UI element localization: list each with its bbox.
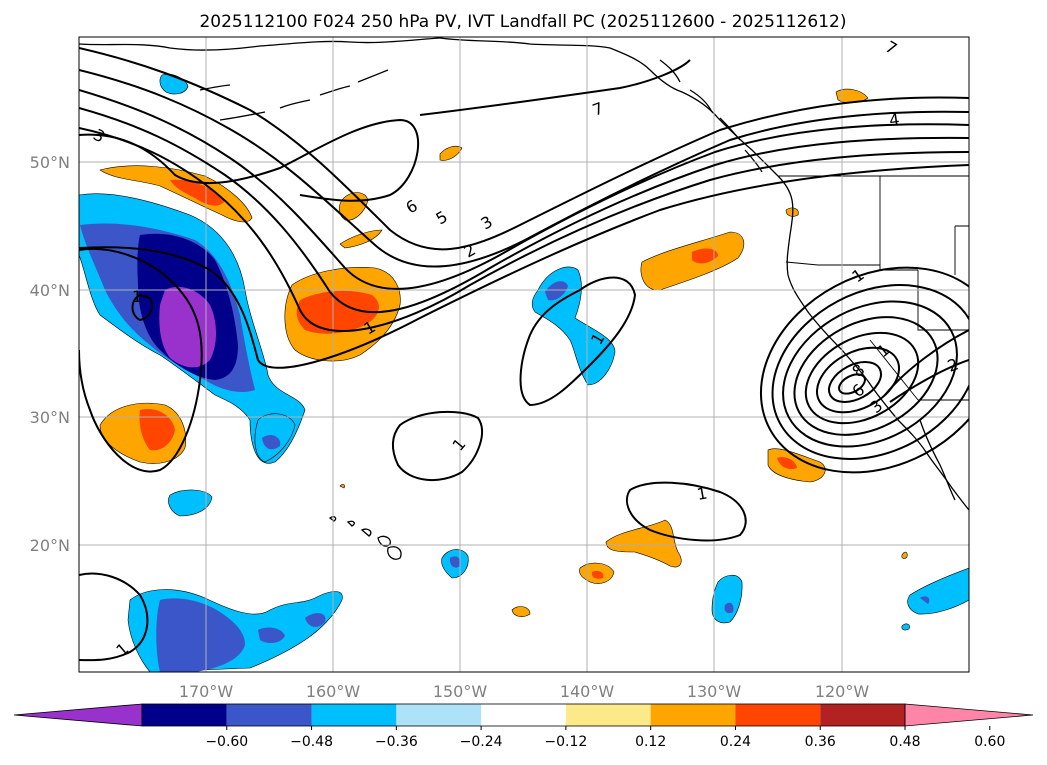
contour-line (804, 331, 920, 425)
colorbar-segment (481, 704, 566, 726)
contour-line (759, 266, 969, 474)
pv-positive-small-1 (339, 192, 369, 221)
contour-line (131, 293, 153, 322)
colorbar-tick-label: −0.48 (290, 734, 333, 750)
pv-positive-small-3 (439, 145, 463, 161)
figure-title: 2025112100 F024 250 hPa PV, IVT Landfall… (199, 12, 846, 32)
colorbar-segment (396, 704, 482, 726)
pv-negative-southeast (907, 567, 969, 615)
contour-line (419, 59, 691, 116)
lon-label: 170°W (179, 682, 234, 701)
contour-line (79, 127, 969, 332)
contour-line (79, 47, 969, 251)
longitude-labels: 170°W 160°W 150°W 140°W 130°W 120°W (179, 682, 870, 701)
contour-line (79, 89, 969, 290)
ivt-contours (79, 47, 969, 662)
lat-label: 30°N (30, 408, 70, 427)
lon-label: 140°W (560, 682, 615, 701)
latitude-labels: 50°N 40°N 30°N 20°N (30, 153, 70, 555)
contour-line (392, 410, 483, 482)
positive-pv-fill (99, 88, 908, 617)
colorbar-tick-label: 0.12 (635, 734, 666, 750)
contour-line (79, 118, 420, 202)
contour-line (771, 284, 969, 460)
lat-label: 20°N (30, 536, 70, 555)
colorbar-segment (820, 704, 905, 726)
contour-line (838, 373, 866, 395)
pv-positive-east (640, 231, 745, 291)
lon-label: 130°W (687, 682, 742, 701)
colorbar-outline (141, 703, 906, 727)
colorbar-tick-label: −0.60 (205, 734, 248, 750)
contour-line (782, 300, 958, 448)
colorbar-tick-label: 0.36 (805, 734, 836, 750)
colorbar-segment (142, 704, 227, 726)
contour-line (889, 359, 969, 403)
pv-positive-south-3 (511, 606, 531, 617)
colorbar-tick-label: 0.24 (720, 734, 751, 750)
pv-positive-small-2 (339, 229, 383, 249)
colorbar-tick-label: −0.36 (375, 734, 418, 750)
colorbar-segment (311, 704, 397, 726)
colorbar-segment (650, 704, 736, 726)
contour-line (884, 329, 969, 396)
colorbar-tick-label: 0.60 (974, 734, 1005, 750)
lat-label: 50°N (30, 153, 70, 172)
pv-positive-south-1 (605, 519, 682, 568)
contour-line (79, 572, 149, 662)
lon-label: 150°W (433, 682, 488, 701)
colorbar-segment (565, 704, 651, 726)
pv-negative-small-2 (168, 489, 213, 517)
contour-line (79, 107, 969, 314)
colorbar-segment (226, 704, 312, 726)
pv-positive-ne (835, 88, 869, 104)
political-borders (778, 175, 969, 401)
contour-label: 1 (132, 287, 142, 306)
colorbar-tick-label: −0.24 (460, 734, 503, 750)
pv-negative-dot (901, 623, 910, 631)
pv-negative-small-4 (711, 574, 743, 624)
contour-line (793, 316, 939, 436)
colorbar-extend-max (904, 703, 1034, 727)
map-content: 3 6 5 3 2 1 7 4 1 1 1 1 1 1 2 8 6 3 7 1 (79, 37, 969, 672)
contour-line (519, 276, 637, 407)
contour-line (79, 164, 969, 369)
colorbar-segment (735, 704, 821, 726)
contour-line (625, 481, 747, 542)
contour-line (815, 346, 901, 414)
lon-label: 120°W (815, 682, 870, 701)
pv-positive-se (767, 448, 826, 483)
contour-label: 4 (888, 110, 901, 130)
contour-line (79, 248, 203, 473)
pv-positive-dot-1 (901, 551, 908, 559)
pv-positive-dot-2 (339, 484, 345, 489)
colorbar-tick-label: 0.48 (889, 734, 920, 750)
colorbar-tick-label: −0.12 (544, 734, 587, 750)
lat-label: 40°N (30, 281, 70, 300)
lon-label: 160°W (306, 682, 361, 701)
contour-label: 1 (695, 483, 708, 503)
colorbar: −0.60 −0.48 −0.36 −0.24 −0.12 0.12 0.24 0.36 0.4… (13, 703, 1034, 750)
colorbar-extend-min (13, 703, 143, 727)
contour-line (828, 361, 882, 403)
contour-line (79, 69, 969, 268)
map-frame (78, 36, 970, 673)
negative-pv-fill (79, 73, 969, 672)
